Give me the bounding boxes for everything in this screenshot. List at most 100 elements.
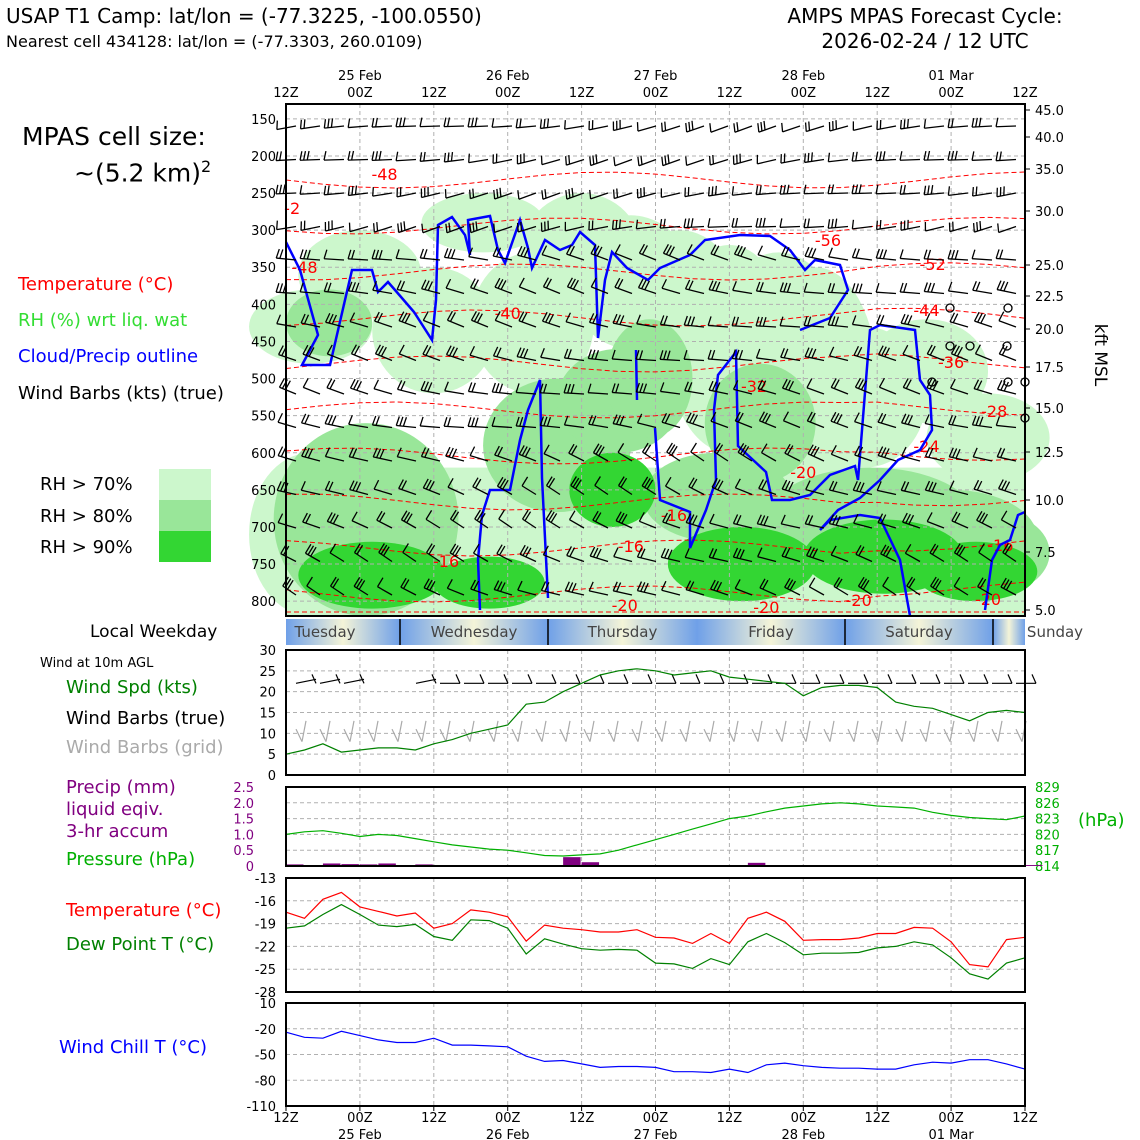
wind-barb-flag [427,382,433,392]
wind-barb-flag [398,311,405,321]
wind-barb-flag [827,219,831,229]
wind-barb-flag [976,380,983,390]
wind-barb-flag [524,447,531,458]
wind-barb-staff [423,587,441,596]
wind-barb [659,382,681,395]
wind-barb-staff [924,158,945,161]
wind-barb-flag [400,577,407,588]
wind-barb-flag [545,510,553,520]
pressure-tick-label: 150 [251,113,276,128]
pressure-tick-label: 817 [1035,844,1060,859]
wind-barb-flag [400,222,403,232]
wind-barb-staff [685,556,705,563]
wind-barb-staff [498,518,513,529]
pressure-tick-label: 814 [1035,860,1060,875]
wind-barb-staff [686,158,705,167]
wind-speed-panel-ytick-label: 15 [259,707,276,722]
wind-barb-flag [349,480,355,490]
wind-barb-flag [710,411,717,422]
wind-barb [420,186,441,199]
top-date-label: 01 Mar [928,69,974,84]
wind-barb-staff [855,553,873,563]
wind-barb-flag [371,415,377,426]
grid-wind-barb [661,720,667,742]
wind-barb-flag [760,121,763,132]
wind-barb [493,223,513,234]
wind-barb [995,249,1017,261]
wind-barb-staff [709,556,729,563]
wind-barb [326,512,345,529]
wind-barb [828,480,849,496]
wind-barb-flag [450,151,454,162]
wind-barb-staff [444,256,465,261]
wind-barb-staff [398,320,417,328]
wind-barb-staff [951,353,969,362]
bottom-time-label: 00Z [791,1111,817,1126]
wind-barb-flag [612,313,618,324]
wind-barb-flag [278,377,285,388]
wind-barb-staff [543,554,561,563]
wind-barb-flag [302,344,309,355]
wind-barb-flag [380,544,388,555]
wind-barb [636,413,657,429]
wind-barb-flag [975,117,978,128]
wind-barb-staff [732,325,753,328]
wind-barb [445,222,465,234]
wind-barb-staff [420,125,441,128]
grid-wind-barb [373,720,379,742]
wind-barb [522,509,537,529]
wind-barb [635,350,657,362]
wind-barb-staff [996,125,1017,128]
wind-barb-flag [446,117,451,127]
rh-swatch-80 [159,500,211,531]
wind-barb-flag [596,548,602,559]
wind-barb-staff [329,552,345,563]
wind-barb-flag [564,581,570,592]
wind-barb-staff [398,487,417,496]
wind-barb-flag [948,414,953,425]
wind-barb-flag [542,545,549,556]
wind-barb-staff [564,125,585,130]
wind-barb-staff [757,388,777,395]
wind-barb [467,117,489,128]
wind-barb-flag [784,577,791,588]
wind-barb-staff [996,257,1017,261]
wind-barb-flag [781,479,788,490]
pressure-tick-label: 700 [251,521,276,536]
wind-barb-flag [779,316,784,326]
wind-barb-flag [399,280,406,291]
wind-barb-flag [716,581,723,592]
wind-barb-flag [468,189,471,199]
wind-barb-staff [396,158,417,162]
wind-barb-flag [975,416,980,426]
wind-barb [516,347,537,362]
precip-frame [285,786,1026,867]
wind-barb-flag [901,446,907,457]
wind-barb-staff [733,522,753,529]
wind-barb-flag [375,416,380,426]
wind-barb-staff [594,484,609,496]
wind-barb [853,513,873,529]
wind-barb-flag [302,378,309,388]
grid-wind-barb [847,728,855,742]
wind-barb-staff [446,354,465,362]
wind-barb-staff [324,422,345,429]
windchill-panel-ytick-label: -110 [246,1100,276,1115]
wind-barb [781,378,801,395]
true-wind-barb [415,678,437,684]
top-time-label: 12Z [864,86,890,101]
wind-barb-flag [667,549,673,560]
wind-barb-flag [568,510,576,521]
wind-barb-staff [588,357,609,362]
wind-barb-staff [660,323,681,328]
true-wind-barb-flag [455,674,461,684]
wind-barb-staff [852,291,873,295]
wind-barb-flag [813,447,820,457]
wind-barb-staff [972,289,993,295]
wind-barb-flag [470,579,476,590]
wind-barb-flag [496,476,504,487]
wind-barb-flag [276,314,282,324]
wind-barb-flag [373,479,380,490]
wind-barb-staff [710,420,729,429]
wind-barb-staff [807,453,825,462]
